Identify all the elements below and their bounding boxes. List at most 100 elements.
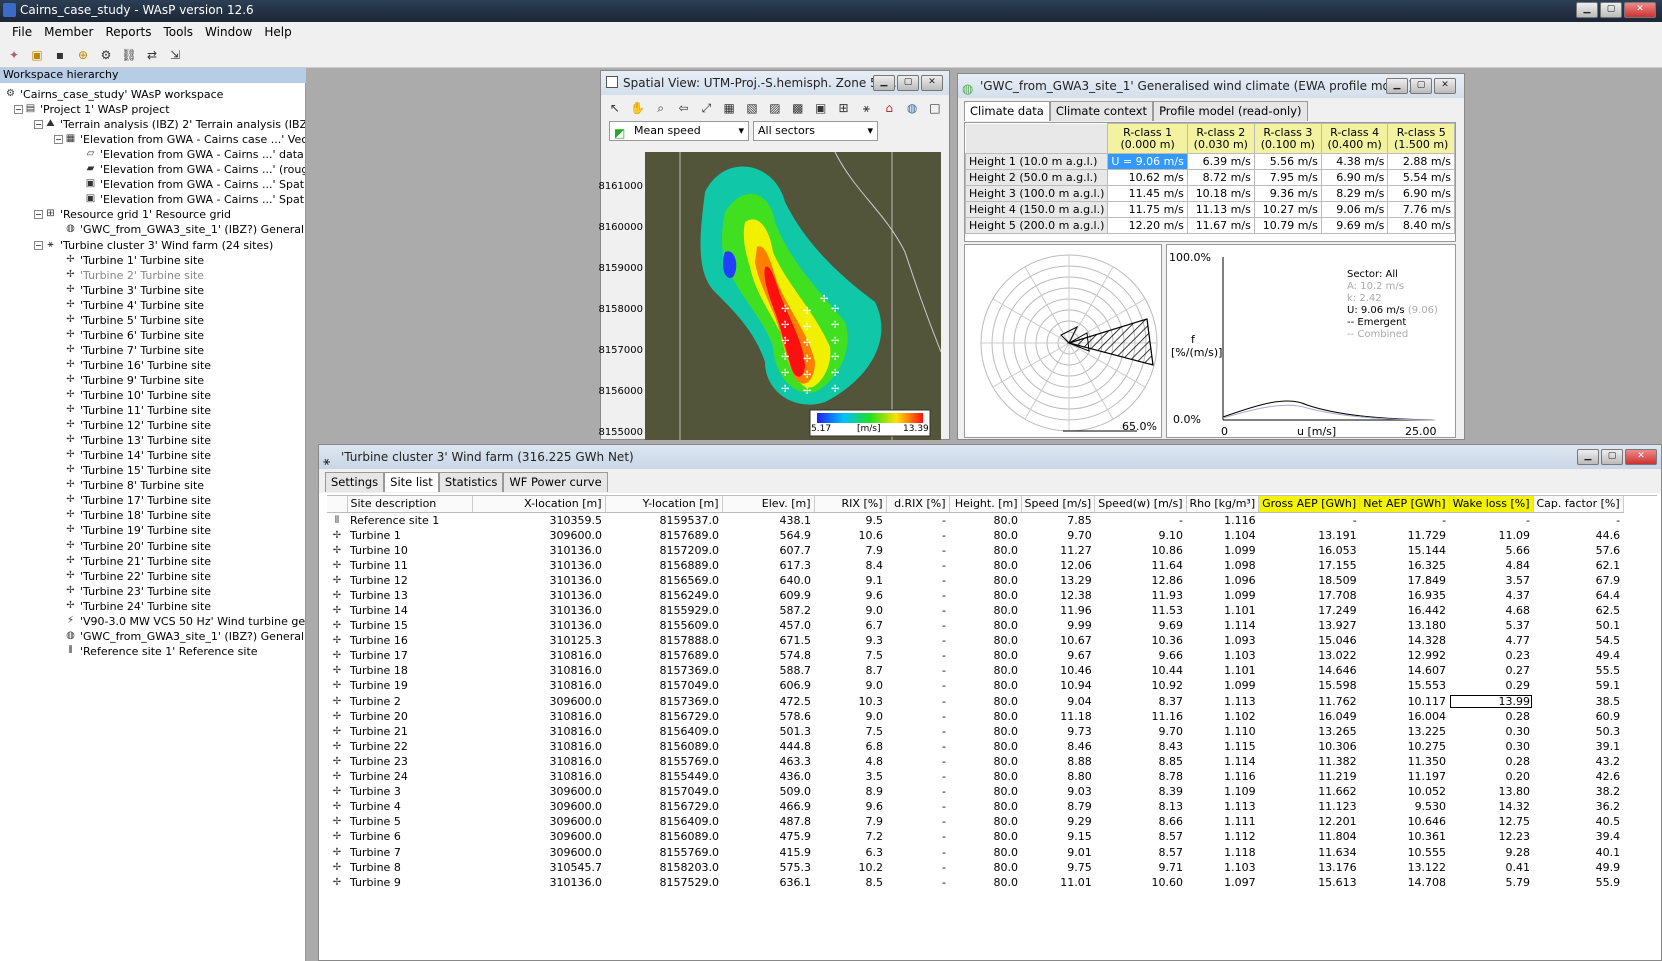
col-header[interactable]: Y-location [m] (605, 496, 723, 513)
table-cell[interactable]: 10.117 (1407, 694, 1447, 708)
table-cell[interactable]: Turbine 21 (350, 724, 408, 738)
table-cell[interactable]: 4.68 (1505, 604, 1531, 618)
table-cell[interactable]: 7.5 (865, 724, 884, 738)
table-cell[interactable]: 1.114 (1224, 754, 1256, 768)
table-cell[interactable]: - (942, 634, 946, 648)
tree-item[interactable]: ✢ 'Turbine 20' Turbine site (64, 539, 211, 554)
open-workspace-icon[interactable]: ▣ (31, 47, 43, 62)
table-cell[interactable]: Turbine 10 (350, 543, 408, 557)
table-cell[interactable]: 80.0 (993, 845, 1019, 859)
table-row[interactable]: ✢ Turbine 2 309600.0 8157369.0 472.5 10.3 - 80.… (327, 694, 1623, 709)
table-cell[interactable]: 1.101 (1224, 664, 1256, 678)
table-cell[interactable]: 7.85 (1067, 513, 1092, 527)
table-cell[interactable]: 9.67 (1067, 649, 1092, 663)
tree-item[interactable]: ▰ 'Elevation from GWA - Cairns ...' (roug… (84, 162, 305, 177)
menu-member[interactable]: Member (44, 25, 94, 39)
table-cell[interactable]: 1.099 (1224, 543, 1256, 557)
table-row[interactable]: ✢ Turbine 16 310125.3 8157888.0 671.5 9.3 - 80.… (327, 633, 1623, 648)
tree-item[interactable]: ✢ 'Turbine 16' Turbine site (64, 358, 211, 373)
table-cell[interactable]: 14.646 (1318, 664, 1357, 678)
table-cell[interactable]: 55.9 (1595, 875, 1621, 889)
table-cell[interactable]: 16.049 (1318, 709, 1357, 723)
tree-item[interactable]: ⛰ 'Terrain analysis (IBZ) 2' Terrain anal… (44, 117, 305, 132)
table-cell[interactable]: 1.110 (1224, 724, 1256, 738)
table-cell[interactable]: 50.1 (1595, 619, 1621, 633)
table-cell[interactable]: 11.96 (1060, 604, 1092, 618)
table-cell[interactable]: 9.69 (1158, 619, 1184, 633)
table-cell[interactable]: 310816.0 (549, 754, 603, 768)
table-cell[interactable]: 17.155 (1318, 558, 1357, 572)
table-cell[interactable]: 9.1 (865, 573, 884, 587)
tree-item[interactable]: ✢ 'Turbine 19' Turbine site (64, 523, 211, 538)
table-cell[interactable]: 10.646 (1407, 815, 1447, 829)
frame-icon[interactable]: □ (929, 101, 941, 115)
table-cell[interactable]: 8.4 (865, 558, 884, 572)
table-cell[interactable]: 80.0 (993, 800, 1019, 814)
table-cell[interactable]: 9.6 (865, 800, 884, 814)
table-cell[interactable]: 8.46 (1067, 739, 1092, 753)
climate-cell-selected[interactable]: U = 9.06 m/s (1107, 153, 1188, 170)
table-cell[interactable]: 12.992 (1407, 649, 1447, 663)
table-cell[interactable]: Turbine 18 (350, 664, 408, 678)
col-header[interactable]: RIX [%] (814, 496, 887, 513)
table-cell[interactable]: 55.5 (1595, 664, 1621, 678)
col-header[interactable]: Cap. factor [%] (1533, 496, 1624, 513)
table-cell[interactable]: 11.93 (1151, 588, 1184, 602)
gwc-minimize-button[interactable]: ▁ (1386, 78, 1408, 94)
table-cell[interactable]: 8156409.0 (659, 815, 720, 829)
tree-item[interactable]: ✢ 'Turbine 1' Turbine site (64, 253, 204, 268)
table-cell[interactable]: - (942, 679, 946, 693)
table-cell[interactable]: Turbine 22 (350, 739, 408, 753)
table-cell[interactable]: 11.27 (1060, 543, 1092, 557)
table-row[interactable]: ✢ Turbine 7 309600.0 8155769.0 415.9 6.3 - 80.0… (327, 844, 1623, 859)
table-cell[interactable]: 17.849 (1407, 573, 1447, 587)
table-cell[interactable]: 8155769.0 (659, 754, 720, 768)
table-cell[interactable]: Turbine 13 (350, 588, 408, 602)
table-cell[interactable]: 10.2 (858, 860, 884, 874)
table-cell[interactable]: 10.36 (1151, 634, 1184, 648)
table-cell[interactable]: 80.0 (993, 528, 1019, 542)
table-cell[interactable]: 8.80 (1067, 770, 1092, 784)
tree-collapse-toggle[interactable]: − (34, 210, 43, 220)
table-row[interactable]: ✢ Turbine 15 310136.0 8155609.0 457.0 6.7 - 80.… (327, 618, 1623, 633)
table-cell[interactable]: 16.053 (1318, 543, 1357, 557)
table-cell[interactable]: - (942, 664, 946, 678)
tree-item[interactable]: ✢ 'Turbine 14' Turbine site (64, 448, 211, 463)
table-cell[interactable]: 9.15 (1067, 830, 1092, 844)
table-cell[interactable]: Turbine 20 (350, 709, 408, 723)
table-cell[interactable]: 310816.0 (549, 649, 603, 663)
table-cell[interactable]: 8.37 (1158, 694, 1184, 708)
close-button[interactable]: ✕ (1624, 2, 1656, 18)
table-cell[interactable]: - (942, 724, 946, 738)
table-cell[interactable]: 80.0 (993, 815, 1019, 829)
table-cell[interactable]: 310136.0 (549, 604, 603, 618)
table-cell[interactable]: 9.0 (865, 604, 884, 618)
table-cell[interactable]: 39.1 (1595, 739, 1621, 753)
table-cell[interactable]: 80.0 (993, 588, 1019, 602)
tree-collapse-toggle[interactable]: − (34, 120, 43, 130)
tree-item[interactable]: ⚹ 'Turbine cluster 3' Wind farm (24 sites… (44, 238, 274, 253)
table-cell[interactable]: 10.555 (1407, 845, 1447, 859)
table-cell[interactable]: - (942, 875, 946, 889)
table-row[interactable]: ✢ Turbine 9 310136.0 8157529.0 636.1 8.5 - 80.0… (327, 875, 1623, 890)
table-cell[interactable]: 8156569.0 (659, 573, 720, 587)
table-row[interactable]: ✢ Turbine 6 309600.0 8156089.0 475.9 7.2 - 80.0… (327, 829, 1623, 844)
table-cell[interactable]: 11.219 (1318, 770, 1357, 784)
table-cell[interactable]: 8156729.0 (659, 800, 720, 814)
col-header[interactable]: Site description (347, 496, 473, 513)
table-cell[interactable]: - (942, 754, 946, 768)
table-cell[interactable]: 8156089.0 (659, 830, 720, 844)
table-cell[interactable]: 636.1 (779, 875, 812, 889)
table-cell[interactable]: 8155769.0 (659, 845, 720, 859)
table-cell[interactable]: 1.096 (1224, 573, 1256, 587)
table-cell[interactable]: 609.9 (779, 588, 812, 602)
layer-icon[interactable]: ▣ (814, 101, 827, 115)
wind-speed-map[interactable]: ✢✢✢✢✢✢ ✢✢✢✢✢✢ ✢✢✢✢✢✢ ✢ (645, 152, 941, 440)
table-cell[interactable]: 1.118 (1224, 845, 1256, 859)
table-cell[interactable]: - (1442, 513, 1447, 527)
tab-site-list[interactable]: Site list (384, 472, 439, 492)
table-cell[interactable]: 9.28 (1505, 845, 1531, 859)
table-cell[interactable]: 38.2 (1595, 785, 1621, 799)
table-cell[interactable]: 16.442 (1407, 604, 1447, 618)
table-cell[interactable]: - (942, 739, 946, 753)
